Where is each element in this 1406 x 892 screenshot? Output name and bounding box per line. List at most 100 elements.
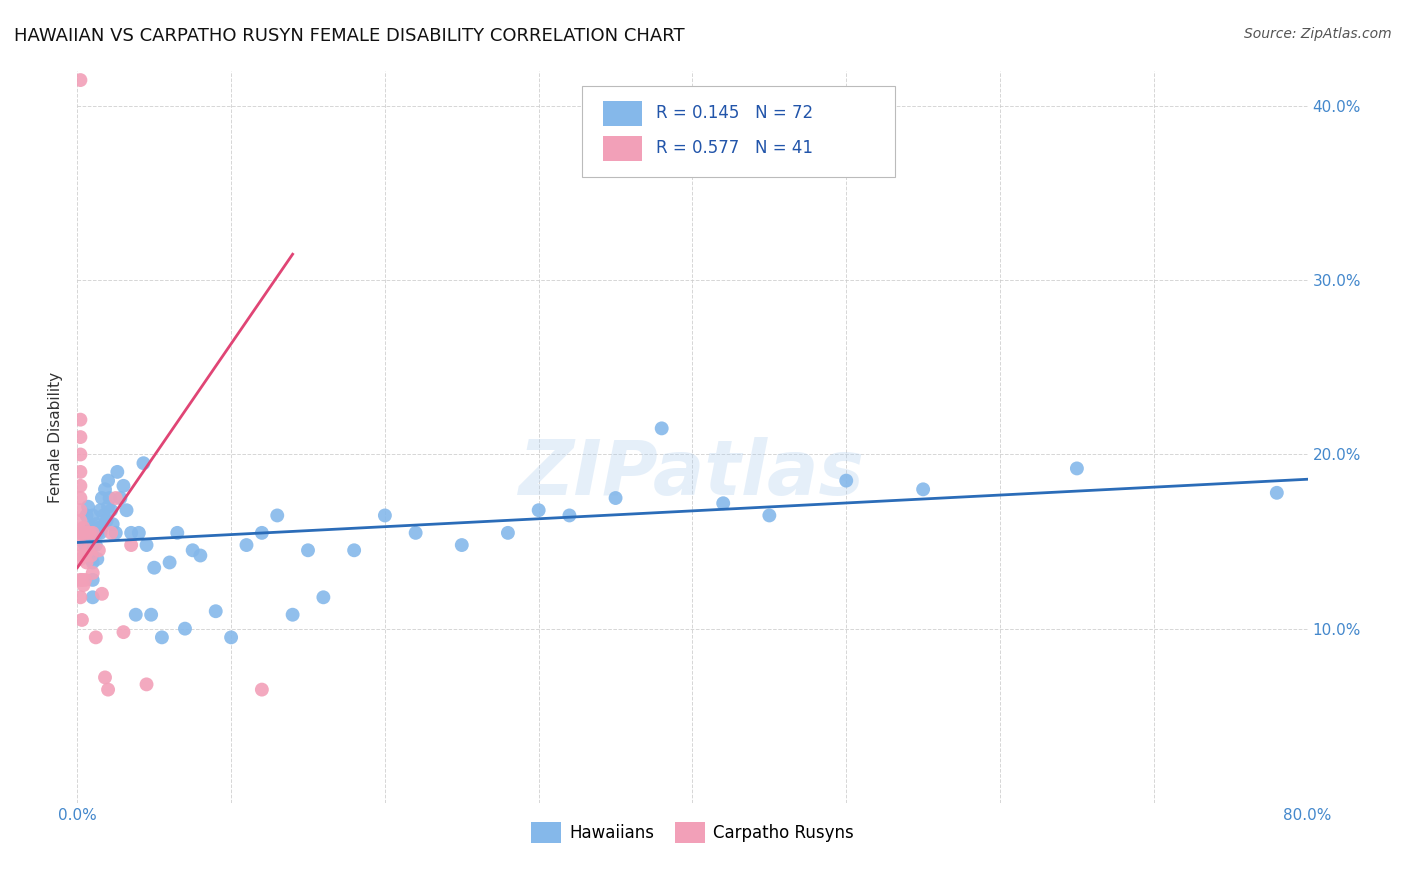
Point [69,491,91,505]
Point [112,479,135,493]
Point [69,538,91,552]
Point [96,514,118,528]
Point [120,538,142,552]
Point [98,491,121,505]
Point [219,631,242,645]
Point [70,549,93,563]
Point [69,552,91,566]
Point [69,525,91,540]
Point [89,503,111,517]
Text: HAWAIIAN VS CARPATHO RUSYN FEMALE DISABILITY CORRELATION CHART: HAWAIIAN VS CARPATHO RUSYN FEMALE DISABI… [14,27,685,45]
Point [84,631,107,645]
Point [73,525,96,540]
Point [80,549,103,563]
Point [79,525,101,540]
Point [89,525,111,540]
Point [77,500,100,514]
Point [235,538,257,552]
Point [1265,485,1288,500]
Point [72,578,94,592]
Point [450,538,472,552]
Point [250,682,273,697]
Point [84,517,107,532]
Text: ZIPatlas: ZIPatlas [519,437,866,510]
Point [69,591,91,605]
Point [135,538,157,552]
Point [188,549,212,563]
Point [558,508,581,523]
Point [69,514,91,528]
Point [69,503,91,517]
Point [912,483,935,497]
Point [90,491,114,505]
Point [80,552,103,566]
Point [711,496,734,510]
Point [69,430,91,444]
Point [104,491,127,505]
Point [76,508,98,523]
Point [73,538,96,552]
Point [93,508,115,523]
Point [112,625,135,640]
Point [496,525,519,540]
Point [1066,461,1088,475]
Point [82,525,104,540]
Point [297,543,319,558]
Text: R = 0.577   N = 41: R = 0.577 N = 41 [655,139,813,157]
Point [84,538,107,552]
Point [77,543,100,558]
Point [94,483,117,497]
Point [72,521,94,535]
Text: Source: ZipAtlas.com: Source: ZipAtlas.com [1244,27,1392,41]
Point [125,607,148,622]
Point [150,631,173,645]
Point [105,465,128,479]
Point [100,525,122,540]
Point [101,517,124,532]
Point [128,525,150,540]
FancyBboxPatch shape [582,86,896,178]
Point [141,607,163,622]
Point [174,622,197,636]
Y-axis label: Female Disability: Female Disability [48,371,63,503]
Point [90,521,114,535]
Point [132,456,155,470]
Point [82,573,104,587]
Point [79,525,101,540]
Point [70,573,93,587]
Point [76,525,98,540]
Point [69,465,91,479]
Point [76,556,98,570]
Point [651,421,673,435]
Point [166,525,188,540]
Point [73,549,96,563]
Point [120,525,142,540]
Point [82,508,104,523]
Point [87,543,110,558]
Point [80,521,103,535]
Point [204,604,226,618]
Point [104,525,127,540]
Point [250,525,273,540]
Point [73,525,96,540]
Point [97,500,120,514]
Point [69,479,91,493]
Point [312,591,335,605]
Point [758,508,780,523]
Point [79,538,101,552]
Point [86,552,108,566]
Point [181,543,204,558]
Legend: Hawaiians, Carpatho Rusyns: Hawaiians, Carpatho Rusyns [524,815,860,849]
Point [374,508,396,523]
Point [97,474,120,488]
Point [100,503,122,517]
Point [87,521,110,535]
Point [110,491,132,505]
Point [343,543,366,558]
Point [82,538,104,552]
Point [73,573,96,587]
Point [97,682,120,697]
Point [82,591,104,605]
Point [527,503,550,517]
Point [159,556,181,570]
